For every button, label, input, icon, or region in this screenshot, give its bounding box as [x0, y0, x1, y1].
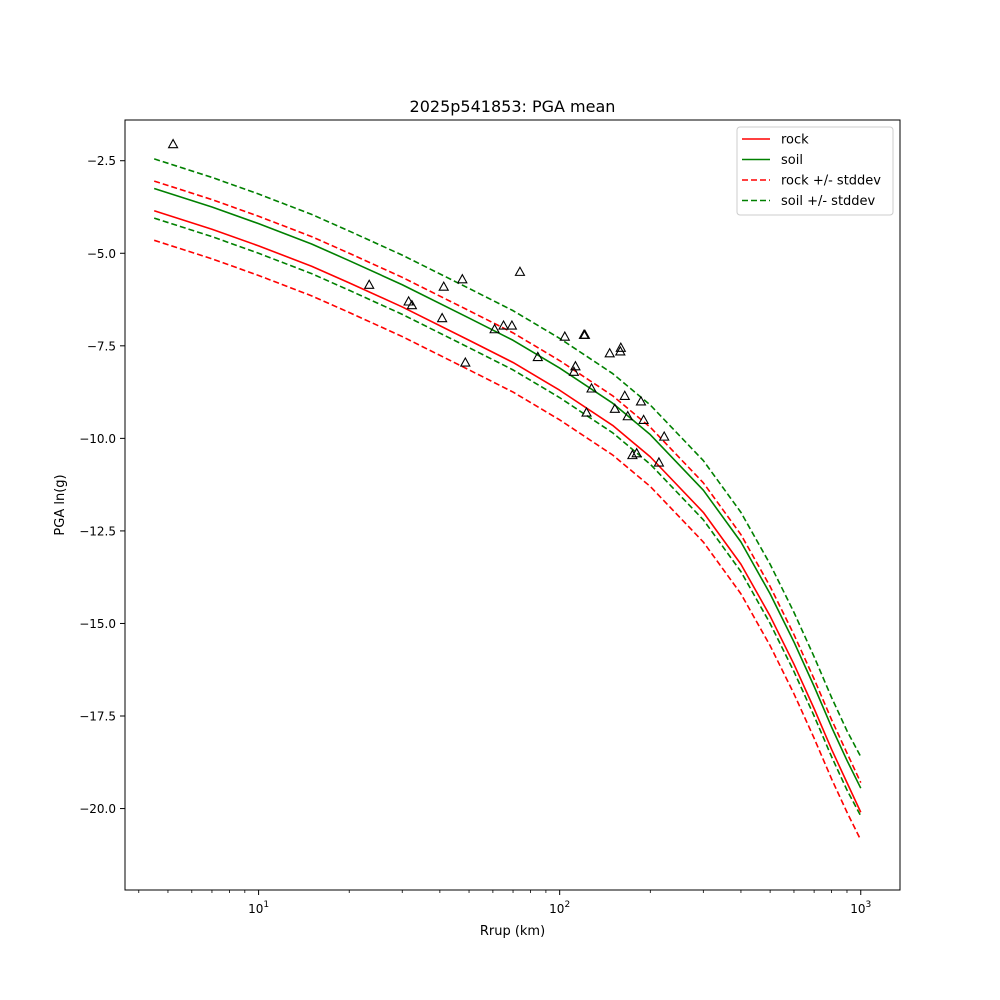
x-tick-label: 102 — [549, 900, 570, 916]
y-tick-label: −15.0 — [79, 617, 116, 631]
observation-point — [459, 356, 471, 367]
observation-point — [514, 266, 526, 276]
observation-point — [406, 299, 418, 310]
observation-point — [167, 138, 179, 149]
series-line-2 — [153, 180, 862, 783]
y-tick-label: −20.0 — [79, 802, 116, 816]
y-axis: −2.5 −5.0 −7.5 −10.0 −12.5 −15.0 −17.5 −20.0 — [79, 154, 125, 816]
observation-point — [615, 342, 627, 352]
observation-point — [489, 323, 501, 334]
observation-point — [638, 414, 650, 425]
observation-point — [622, 410, 634, 421]
observation-point — [559, 330, 571, 341]
legend-label: soil — [781, 153, 803, 168]
series-line-0 — [153, 209, 862, 813]
y-tick-label: −2.5 — [87, 154, 116, 168]
observation-point — [436, 312, 448, 323]
legend-box — [736, 126, 894, 216]
observation-points — [167, 138, 670, 467]
series-layer — [153, 158, 862, 841]
observation-point — [635, 395, 647, 406]
observation-point — [586, 382, 597, 393]
x-tick-label: 103 — [850, 900, 871, 916]
legend-label: rock +/- stddev — [781, 174, 881, 189]
x-axis-label: Rrup (km) — [480, 924, 545, 939]
chart-title: 2025p541853: PGA mean — [410, 97, 616, 116]
observation-point — [614, 345, 626, 356]
observation-point — [569, 360, 581, 371]
observation-point — [619, 390, 631, 400]
y-tick-label: −5.0 — [87, 247, 116, 261]
observation-point — [581, 406, 592, 417]
x-tick-label: 101 — [248, 900, 269, 916]
legend-label: soil +/- stddev — [781, 194, 876, 209]
observation-point — [579, 329, 591, 339]
series-line-3 — [153, 239, 862, 841]
y-axis-label: PGA ln(g) — [53, 474, 68, 535]
observation-point — [363, 279, 375, 289]
legend: rock soil rock +/- stddev soil +/- stddev — [736, 126, 894, 216]
observation-point — [568, 366, 580, 376]
observation-point — [403, 295, 415, 306]
y-tick-label: −12.5 — [79, 524, 116, 538]
series-line-5 — [153, 217, 862, 817]
x-axis: 101 102 103 — [138, 890, 871, 916]
series-line-4 — [153, 158, 862, 758]
legend-label: rock — [781, 133, 809, 148]
observation-point — [532, 351, 544, 362]
observation-point — [498, 319, 509, 330]
observation-point — [604, 347, 616, 358]
y-tick-label: −7.5 — [87, 339, 116, 353]
observation-point — [456, 273, 468, 284]
observation-point — [631, 447, 643, 458]
series-line-1 — [153, 187, 862, 789]
observation-point — [506, 319, 518, 330]
observation-point — [658, 430, 670, 441]
observation-point — [626, 449, 638, 460]
observation-point — [438, 280, 450, 291]
plot-frame — [124, 119, 901, 891]
observation-point — [609, 403, 621, 413]
y-tick-label: −10.0 — [79, 432, 116, 446]
observation-point — [653, 456, 665, 467]
y-tick-label: −17.5 — [79, 710, 116, 724]
